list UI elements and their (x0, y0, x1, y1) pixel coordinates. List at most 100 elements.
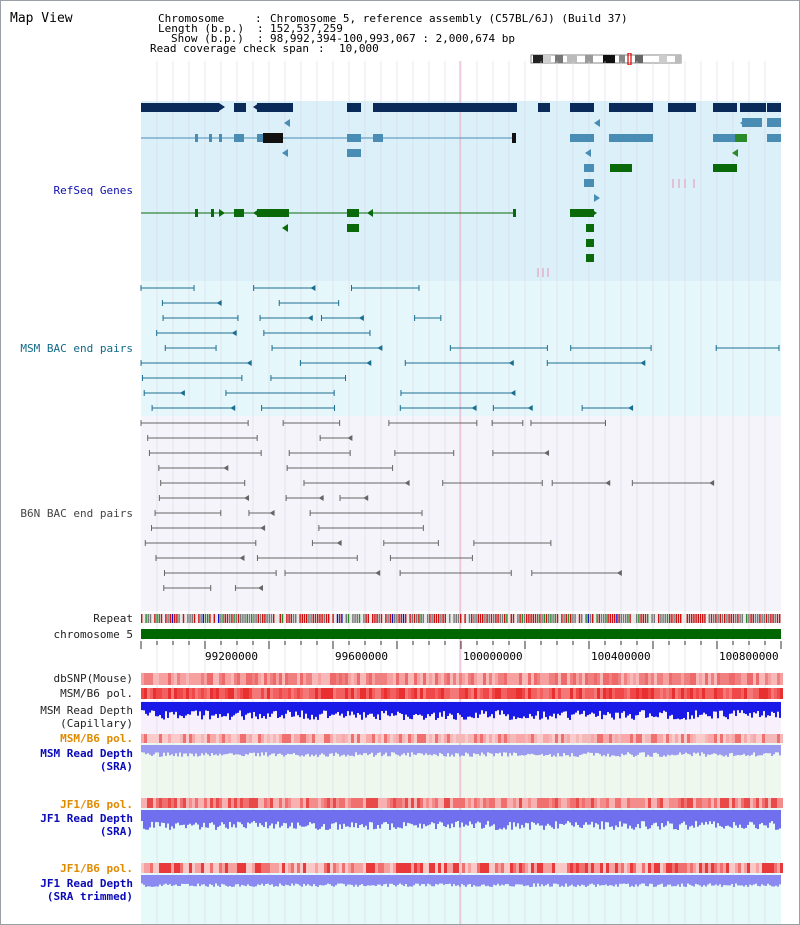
depth-bar (601, 702, 603, 720)
depth-bar (397, 810, 399, 828)
heat-cell (366, 688, 369, 699)
depth-bar (605, 810, 607, 823)
heat-cell (630, 734, 633, 743)
depth-bar (673, 875, 675, 887)
heat-cell (621, 863, 624, 873)
chromosome-ideogram[interactable] (529, 53, 685, 65)
depth-bar (529, 875, 531, 887)
depth-bar (323, 745, 325, 755)
gene-exon (234, 103, 246, 112)
heat-cell (366, 863, 369, 873)
depth-bar (159, 810, 161, 827)
track-label-msm-depth-sra[interactable]: MSM Read Depth (40, 747, 133, 760)
heat-cell (660, 798, 663, 808)
repeat-mark (286, 614, 288, 623)
depth-bar (499, 745, 501, 753)
heat-cell (429, 798, 432, 808)
heat-cell (435, 798, 438, 808)
jf1-b6-pol-track[interactable] (141, 798, 783, 808)
track-label-jf1-depth-sra[interactable]: JF1 Read Depth (40, 812, 133, 825)
depth-bar (351, 875, 353, 885)
msm-depth-sra-track[interactable] (141, 745, 781, 757)
depth-bar (201, 875, 203, 885)
msm-bac-glyphs[interactable] (140, 285, 780, 411)
heat-cell (750, 673, 753, 685)
depth-bar (525, 810, 527, 823)
heat-cell (240, 863, 243, 873)
heat-cell (558, 734, 561, 743)
depth-bar (353, 810, 355, 828)
b6n-bac-glyphs[interactable] (140, 420, 715, 591)
depth-bar (155, 810, 157, 823)
depth-bar (521, 702, 523, 719)
heat-cell (237, 734, 240, 743)
heat-cell (321, 863, 324, 873)
heat-cell (492, 863, 495, 873)
repeat-mark (719, 614, 721, 623)
heat-cell (645, 688, 648, 699)
heat-cell (393, 734, 396, 743)
depth-bar (173, 875, 175, 886)
depth-bar (655, 810, 657, 823)
track-label-b6n-bac[interactable]: B6N BAC end pairs (20, 507, 133, 520)
heat-cell (630, 863, 633, 873)
track-label-refseq[interactable]: RefSeq Genes (53, 184, 133, 197)
jf1-depth-sra-track[interactable] (141, 810, 781, 830)
repeat-track[interactable] (141, 614, 781, 623)
heat-cell (429, 673, 432, 685)
heat-cell (531, 734, 534, 743)
msm-depth-capillary-track[interactable] (141, 702, 781, 720)
track-label-msm-depth-capillary[interactable]: MSM Read Depth (40, 704, 133, 717)
track-label-jf1-b6-pol[interactable]: JF1/B6 pol. (60, 798, 133, 811)
heat-cell (174, 863, 177, 873)
repeat-mark (587, 614, 589, 623)
depth-bar (671, 745, 673, 755)
depth-bar (697, 702, 699, 718)
repeat-mark (233, 614, 235, 623)
depth-bar (153, 810, 155, 828)
track-label-repeat[interactable]: Repeat (93, 612, 133, 625)
info-colon-3: : (257, 32, 264, 45)
heat-cell (579, 863, 582, 873)
refseq-gene-glyphs[interactable] (141, 103, 781, 277)
track-label-dbsnp[interactable]: dbSNP(Mouse) (53, 672, 133, 685)
heat-cell (315, 688, 318, 699)
track-label-msm-bac[interactable]: MSM BAC end pairs (20, 342, 133, 355)
heat-cell (228, 863, 231, 873)
depth-bar (485, 810, 487, 825)
heat-cell (441, 734, 444, 743)
repeat-mark (754, 614, 757, 623)
depth-bar (271, 810, 273, 824)
jf1-b6-pol-track-2[interactable] (141, 863, 783, 873)
repeat-mark (240, 614, 242, 623)
track-label-jf1-b6-pol-2[interactable]: JF1/B6 pol. (60, 862, 133, 875)
heat-cell (537, 734, 540, 743)
track-label-jf1-depth-trimmed[interactable]: JF1 Read Depth (40, 877, 133, 890)
heat-cell (369, 673, 372, 685)
heat-cell (753, 798, 756, 808)
chromosome-bar[interactable] (141, 629, 781, 639)
heat-cell (663, 734, 666, 743)
depth-bar (737, 702, 739, 711)
track-label-msm-b6-pol[interactable]: MSM/B6 pol. (60, 687, 133, 700)
jf1-depth-trimmed-track[interactable] (141, 875, 781, 887)
repeat-mark (642, 614, 644, 623)
depth-bar (645, 702, 647, 718)
heat-cell (348, 798, 351, 808)
msm-b6-pol-track-2[interactable] (141, 734, 783, 743)
depth-bar (377, 875, 379, 885)
depth-bar (439, 810, 441, 822)
heat-cell (756, 863, 759, 873)
depth-bar (455, 702, 457, 720)
depth-bar (563, 702, 565, 712)
depth-bar (315, 810, 317, 829)
heat-cell (654, 673, 657, 685)
track-label-msm-b6-pol-2[interactable]: MSM/B6 pol. (60, 732, 133, 745)
depth-bar (595, 875, 597, 887)
dbsnp-track[interactable] (141, 673, 783, 685)
heat-cell (468, 688, 471, 699)
msm-b6-pol-track[interactable] (141, 688, 783, 699)
repeat-mark (605, 614, 607, 623)
track-label-chromosome[interactable]: chromosome 5 (53, 628, 133, 641)
